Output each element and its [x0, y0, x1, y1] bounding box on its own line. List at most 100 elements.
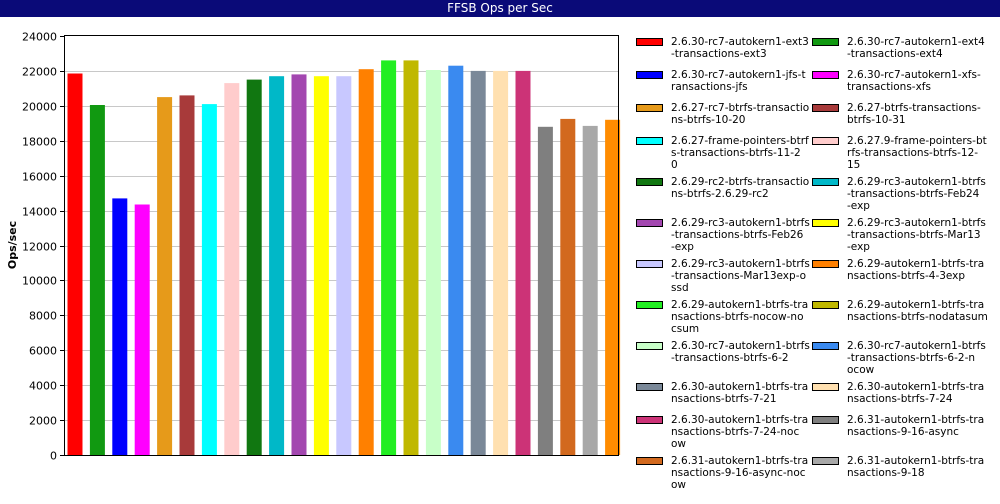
legend-label: 2.6.30-rc7-autokern1-xfs-transactions-xf… [847, 69, 989, 93]
legend-label-line: -transactions-ext4 [847, 48, 943, 60]
y-tick-label: 0 [50, 450, 57, 463]
legend-label-line: -transactions-ext3 [671, 48, 767, 60]
chart-title: FFSB Ops per Sec [0, 0, 1000, 17]
legend-label: 2.6.27-btrfs-transactions-btrfs-10-31 [847, 102, 989, 126]
legend-label-line: btrfs-10-31 [847, 114, 906, 126]
legend-label-line: -transactions-btrfs-6-2 [671, 352, 789, 364]
legend-label: 2.6.30-rc7-autokern1-btrfs -transactions-… [847, 340, 989, 376]
legend-label: 2.6.29-autokern1-btrfs-tra nsactions-btrf… [847, 258, 989, 282]
legend-swatch [812, 219, 839, 227]
legend-swatch [636, 383, 663, 391]
legend-label: 2.6.30-rc7-autokern1-btrfs -transactions-… [671, 340, 813, 364]
legend-label-line: 2.6.27-rc7-btrfs-transactio [671, 102, 810, 114]
bar-chart: 0 2000 4000 6000 8000 10000 12000 14000 16000 180… [6, 31, 621, 463]
legend-label-line: 2.6.30-autokern1-btrfs-tra [847, 381, 985, 393]
bar [448, 65, 464, 455]
bar [201, 104, 217, 455]
legend-label: 2.6.30-autokern1-btrfs-tra nsactions-btrf… [847, 381, 989, 405]
legend-label-line: 2.6.29-rc3-autokern1-btrfs [847, 217, 986, 229]
bar [605, 119, 621, 456]
legend-label-line: transactions-xfs [847, 81, 931, 93]
legend-label-line: 2.6.29-autokern1-btrfs-tra [847, 258, 985, 270]
legend-label-line: 2.6.30-rc7-autokern1-btrfs [847, 340, 986, 352]
bar [269, 76, 285, 455]
bar [470, 70, 486, 456]
legend-label-line: rfs-transactions-btrfs-12- [847, 147, 979, 159]
legend-label-line: 2.6.29-rc3-autokern1-btrfs [671, 258, 810, 270]
legend-label: 2.6.30-autokern1-btrfs-tra nsactions-btrf… [671, 381, 813, 405]
legend-label: 2.6.30-rc7-autokern1-ext4 -transactions-e… [847, 36, 989, 60]
legend-swatch [636, 260, 663, 268]
legend-swatch [636, 71, 663, 79]
bar [134, 204, 150, 455]
y-tick-label: 18000 [22, 136, 57, 149]
legend-swatch [636, 104, 663, 112]
legend-label-line: 2.6.30-rc7-autokern1-xfs- [847, 69, 981, 81]
y-tick-label: 22000 [22, 66, 57, 79]
legend-label: 2.6.29-autokern1-btrfs-tra nsactions-btrf… [671, 299, 813, 335]
legend-label: 2.6.30-autokern1-btrfs-tra nsactions-btrf… [671, 414, 813, 450]
legend-label: 2.6.30-rc7-autokern1-jfs-t ransactions-jf… [671, 69, 813, 93]
legend-swatch [636, 219, 663, 227]
legend-label: 2.6.27-rc7-btrfs-transactio ns-btrfs-10-2… [671, 102, 813, 126]
legend-swatch [636, 416, 663, 424]
legend-label: 2.6.31-autokern1-btrfs-tra nsactions-9-16… [671, 455, 813, 491]
legend-label-line: -transactions-btrfs-Feb24 [847, 188, 980, 200]
legend-swatch [636, 342, 663, 350]
legend-swatch [812, 416, 839, 424]
bars [67, 60, 621, 456]
y-tick-label: 8000 [29, 310, 57, 323]
legend-label: 2.6.29-rc2-btrfs-transactio ns-btrfs-2.6.… [671, 176, 813, 200]
legend-label-line: 2.6.30-rc7-autokern1-btrfs [671, 340, 810, 352]
legend-swatch [812, 137, 839, 145]
legend-label-line: -transactions-btrfs-Mar13 [847, 229, 981, 241]
legend-label-line: nsactions-btrfs-7-21 [671, 393, 777, 405]
legend-label-line: 2.6.30-rc7-autokern1-ext3 [671, 36, 809, 48]
bar [425, 70, 441, 455]
legend-label-line: nsactions-btrfs-7-24 [847, 393, 953, 405]
legend-label-line: -transactions-btrfs-6-2-n [847, 352, 976, 364]
legend-swatch [812, 178, 839, 186]
legend-label-line: ow [671, 479, 687, 491]
legend-label-line: 2.6.27.9-frame-pointers-bt [847, 135, 987, 147]
bar [246, 79, 262, 455]
legend-label-line: 2.6.30-autokern1-btrfs-tra [671, 414, 809, 426]
legend-label-line: 2.6.27-btrfs-transactions- [847, 102, 981, 114]
legend-label-line: -transactions-Mar13exp-o [671, 270, 807, 282]
bar [89, 105, 105, 455]
legend-label-line: nsactions-btrfs-4-3exp [847, 270, 966, 282]
y-tick-label: 6000 [29, 345, 57, 358]
legend-label-line: ssd [671, 282, 689, 294]
legend-swatch [636, 38, 663, 46]
legend-label-line: ransactions-jfs [671, 81, 748, 93]
y-tick-label: 24000 [22, 31, 57, 44]
legend-label-line: 2.6.31-autokern1-btrfs-tra [847, 455, 985, 467]
bar [358, 69, 374, 455]
y-axis-ticks: 0 2000 4000 6000 8000 10000 12000 14000 16000 180… [22, 31, 65, 463]
legend-label-line: nsactions-9-16-async [847, 426, 959, 438]
bar [381, 60, 397, 456]
legend-swatch [812, 104, 839, 112]
legend-label-line: nsactions-9-18 [847, 467, 925, 479]
bar [157, 97, 173, 455]
legend-label: 2.6.29-rc3-autokern1-btrfs -transactions-… [847, 176, 989, 212]
legend-label: 2.6.29-rc3-autokern1-btrfs -transactions-… [847, 217, 989, 253]
legend-label: 2.6.27-frame-pointers-btrf s-transactions… [671, 135, 813, 171]
legend-label: 2.6.29-rc3-autokern1-btrfs -transactions-… [671, 258, 813, 294]
legend-label-line: ow [671, 438, 687, 450]
legend-swatch [636, 457, 663, 465]
legend-swatch [812, 383, 839, 391]
plot-frame [64, 35, 619, 456]
legend-label-line: 2.6.27-frame-pointers-btrf [671, 135, 809, 147]
bar [67, 73, 83, 455]
legend-label: 2.6.29-rc3-autokern1-btrfs -transactions-… [671, 217, 813, 253]
y-tick-label: 14000 [22, 206, 57, 219]
bar [493, 70, 509, 456]
legend-label-line: ns-btrfs-10-20 [671, 114, 746, 126]
bar [291, 74, 307, 456]
y-axis-label: Ops/sec [6, 221, 19, 269]
y-tick-label: 10000 [22, 275, 57, 288]
y-tick-label: 20000 [22, 101, 57, 114]
y-tick-label: 16000 [22, 171, 57, 184]
legend-label-line: -exp [671, 241, 694, 253]
